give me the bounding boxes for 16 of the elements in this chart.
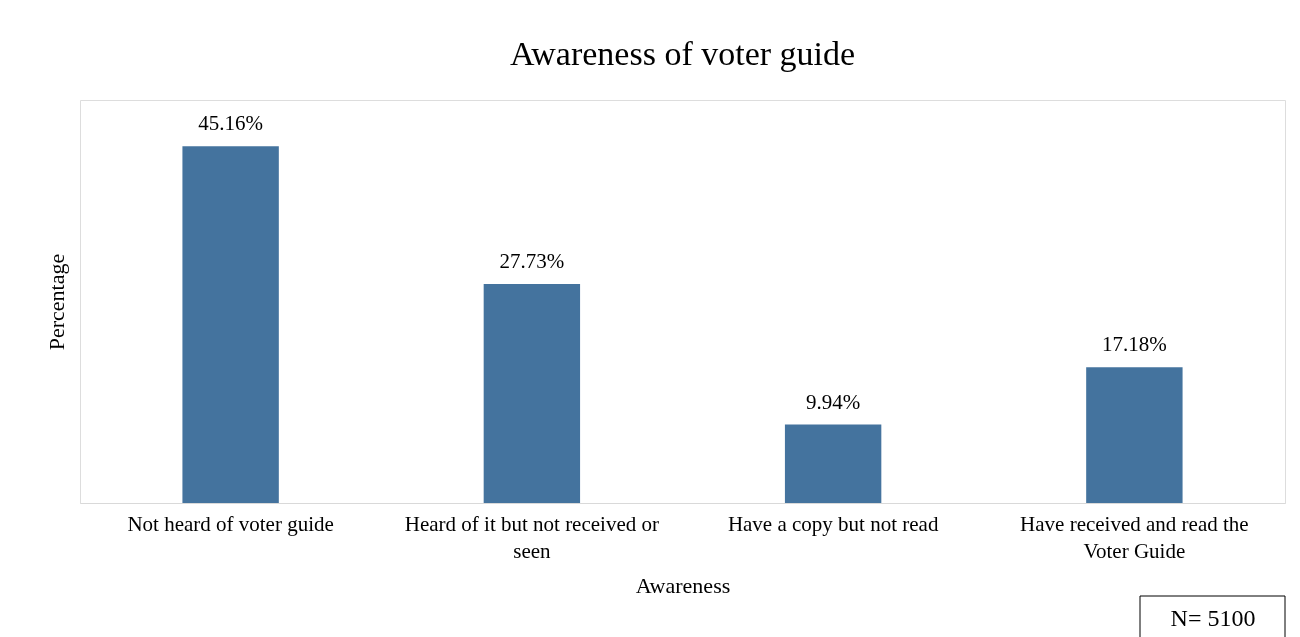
bar [784, 424, 882, 503]
x-tick-label: Have a copy but not read [727, 511, 939, 536]
x-tick-label: Heard of it but not received or seen [404, 511, 659, 563]
data-label: 27.73% [499, 249, 565, 274]
x-tick-label: Have received and read the Voter Guide [1020, 511, 1249, 563]
x-axis-title: Awareness [635, 572, 731, 598]
data-label: 45.16% [198, 111, 263, 136]
bar [1086, 367, 1183, 503]
y-axis-title: Percentage [43, 253, 69, 351]
bar [182, 146, 279, 503]
data-label: 17.18% [1102, 332, 1167, 357]
text: N= 5100 [1170, 605, 1256, 631]
bar [483, 284, 581, 503]
data-label: 9.94% [806, 389, 861, 414]
x-tick-label: Not heard of voter guide [127, 511, 334, 536]
chart-title: Awareness of voter guide [509, 35, 856, 72]
